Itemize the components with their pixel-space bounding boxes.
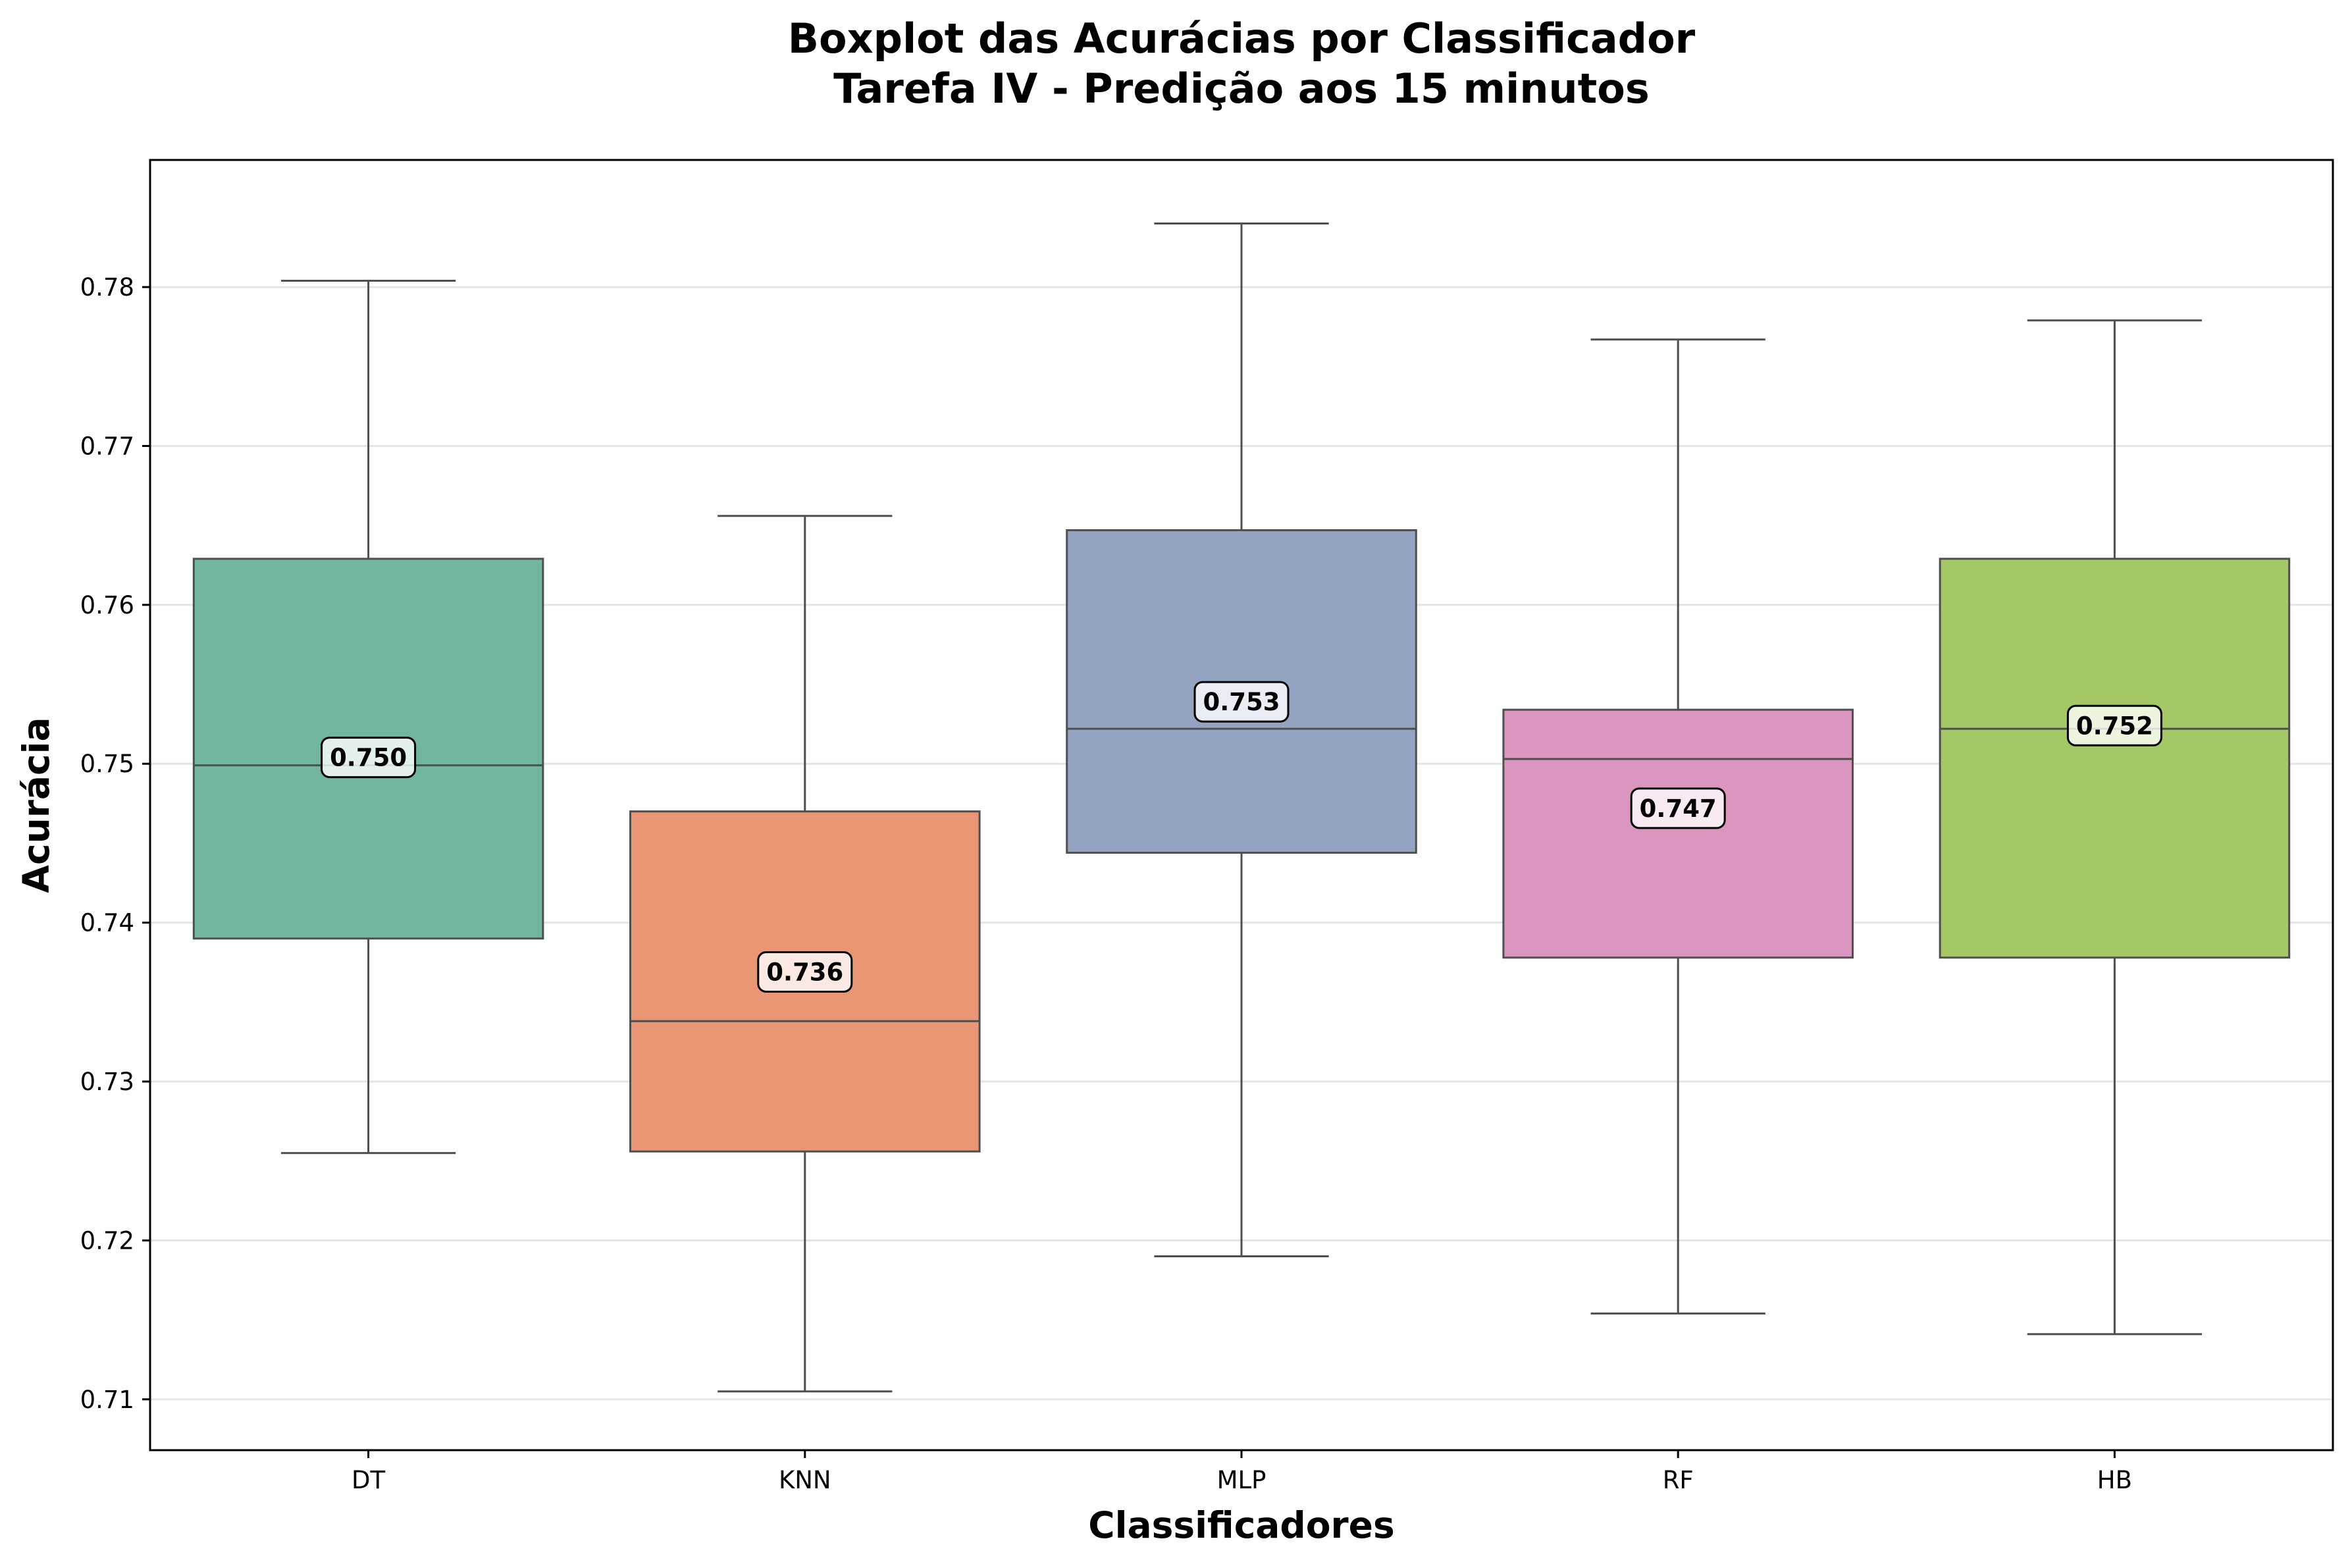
x-tick-label: MLP [1217,1466,1266,1494]
x-axis-label: Classificadores [1088,1504,1394,1546]
x-tick-label: KNN [779,1466,831,1494]
mean-label-text: 0.736 [766,958,843,986]
mean-label-text: 0.752 [2076,712,2153,740]
box-rf [1502,338,1854,1315]
y-tick-label: 0.78 [80,273,134,301]
chart-title-line2: Tarefa IV - Predição aos 15 minutos [833,65,1650,113]
box-knn [629,515,981,1393]
mean-label-box [1630,787,1726,829]
mean-label-box [2066,704,2162,746]
y-tick-label: 0.76 [80,591,134,619]
iqr-box [1939,558,2291,959]
mean-label-text: 0.747 [1640,795,1717,823]
axes: 0.71 0.72 0.73 0.74 0.75 0.76 0.77 0.78 DT KNN MLP… [80,273,2132,1494]
mean-labels: 0.750 0.736 0.753 0.747 0.752 [321,681,2162,993]
box-mlp [1066,222,1417,1258]
mean-label-text: 0.753 [1203,688,1280,716]
chart-title-line1: Boxplot das Acurácias por Classificador [788,14,1696,63]
y-tick-label: 0.75 [80,750,134,778]
y-tick-label: 0.77 [80,432,134,460]
mean-label-box [757,951,853,993]
mean-label-knn: 0.736 [757,951,853,993]
y-tick-label: 0.71 [80,1386,134,1414]
x-tick-label: HB [2097,1466,2132,1494]
box-hb [1939,319,2291,1336]
y-tick-label: 0.73 [80,1068,134,1096]
y-tick-label: 0.74 [80,909,134,937]
x-tick-label: RF [1663,1466,1694,1494]
mean-label-box [1193,681,1290,723]
iqr-box [1502,708,1854,959]
mean-label-rf: 0.747 [1630,787,1726,829]
mean-label-dt: 0.750 [321,737,417,779]
x-tick-label: DT [352,1466,385,1494]
mean-label-box [321,737,417,779]
y-axis-label: Acurácia [15,717,57,893]
mean-label-text: 0.750 [330,744,407,772]
mean-label-mlp: 0.753 [1193,681,1290,723]
mean-label-hb: 0.752 [2066,704,2162,746]
y-tick-label: 0.72 [80,1226,134,1255]
